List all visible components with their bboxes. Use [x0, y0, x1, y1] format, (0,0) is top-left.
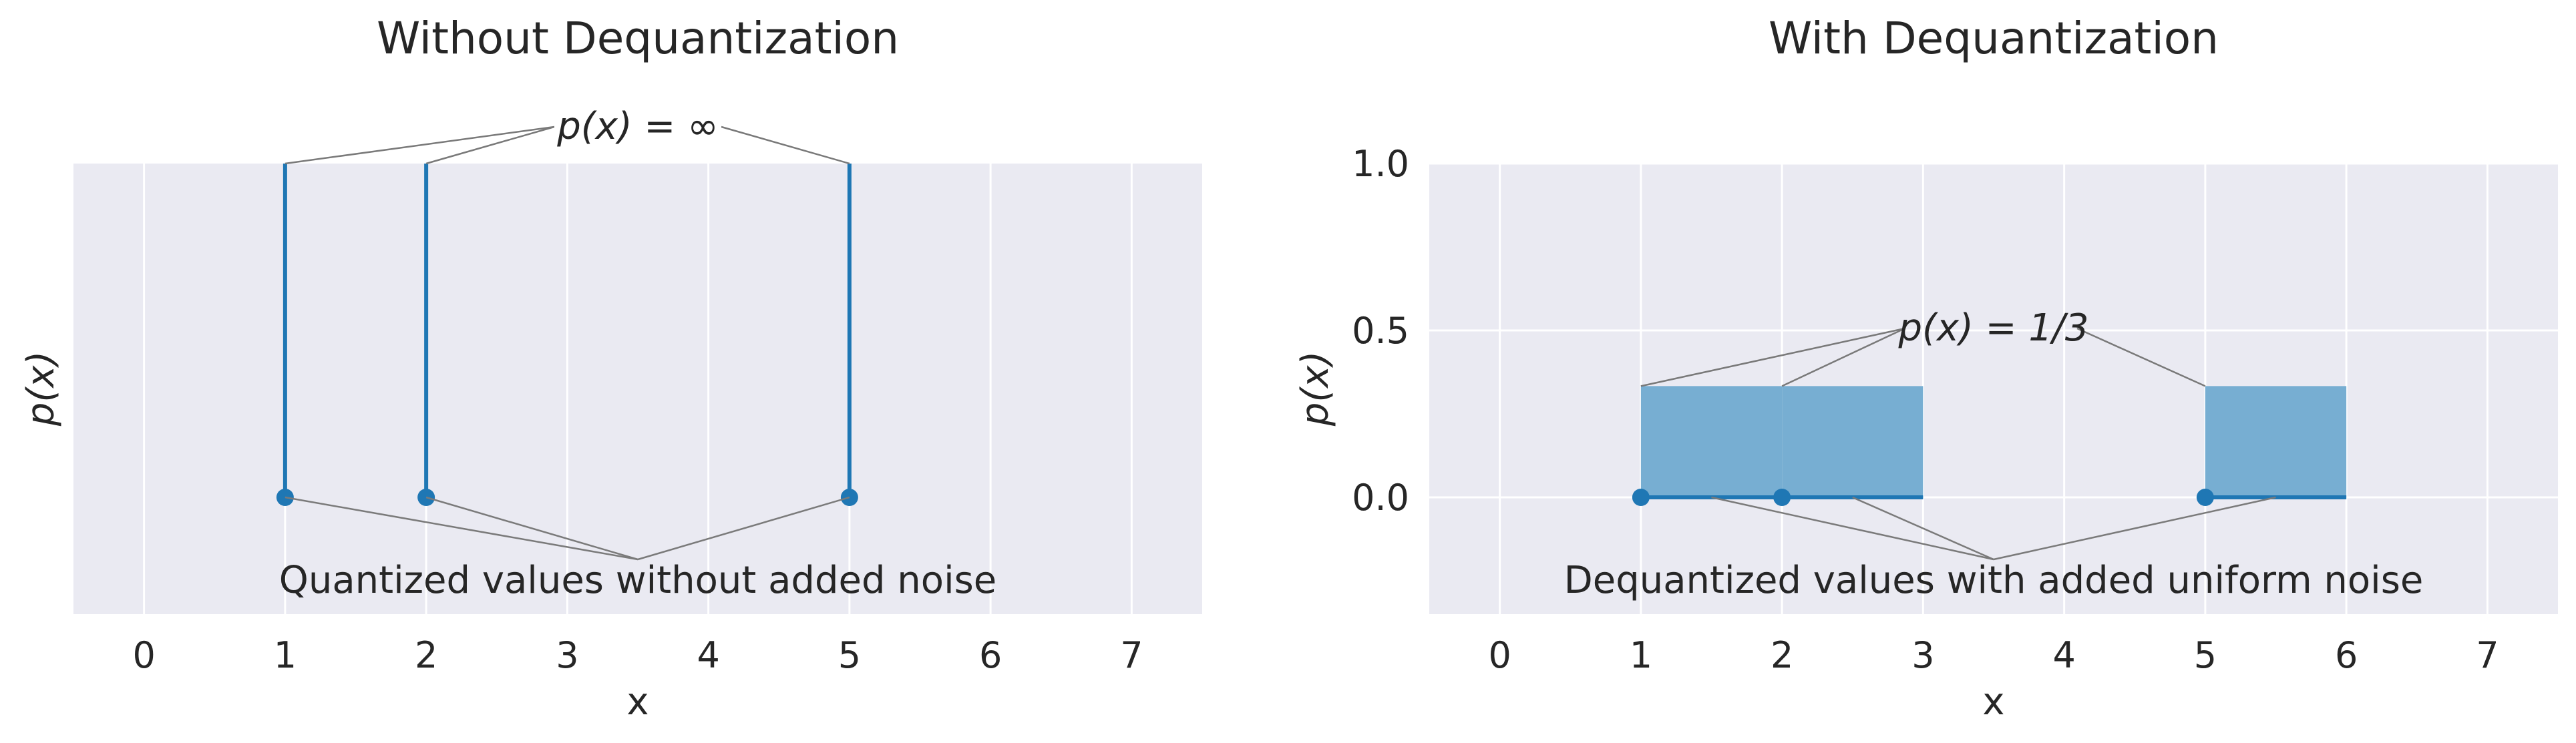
annotation-line-bottom-x2 [425, 496, 638, 561]
left-axes-background [73, 164, 1202, 614]
right-x-tick-label: 0 [1488, 634, 1511, 676]
right-y-tick-label: 1.0 [1352, 143, 1409, 185]
annotation-line-top-x2 [425, 126, 555, 165]
left-x-tick-label: 5 [838, 634, 861, 676]
density-box-5-6 [2205, 386, 2347, 497]
left-panel: Without Dequantization 0 1 2 3 4 5 6 7 x p(x) p… [19, 13, 1202, 724]
left-x-axis-label: x [626, 680, 649, 724]
right-x-tick-label: 6 [2335, 634, 2358, 676]
left-x-tick-label: 6 [979, 634, 1002, 676]
right-x-tick-label: 4 [2052, 634, 2075, 676]
annotation-line-top-x5 [2076, 327, 2206, 387]
annotation-line-bottom-x1.5 [1711, 496, 1994, 561]
left-x-tick-label: 1 [274, 634, 297, 676]
right-y-tick-labels: 0.0 0.5 1.0 [1352, 143, 1409, 519]
right-y-axis-label: p(x) [1294, 351, 1337, 427]
right-x-tick-labels: 0 1 2 3 4 5 6 7 [1488, 634, 2499, 676]
left-title: Without Dequantization [377, 13, 899, 64]
right-x-tick-label: 7 [2476, 634, 2499, 676]
left-x-tick-labels: 0 1 2 3 4 5 6 7 [132, 634, 1143, 676]
right-annotation-lines [1640, 327, 2276, 561]
data-point-x1 [1632, 489, 1650, 506]
right-x-tick-label: 5 [2194, 634, 2217, 676]
left-x-tick-label: 4 [697, 634, 719, 676]
right-x-tick-label: 2 [1771, 634, 1793, 676]
annotation-line-top-x5 [721, 126, 850, 165]
right-annotation-top: p(x) = 1/3 [1897, 306, 2088, 350]
right-x-tick-label: 3 [1911, 634, 1934, 676]
right-x-tick-label: 1 [1630, 634, 1652, 676]
right-x-axis-label: x [1982, 680, 2004, 724]
left-x-tick-label: 7 [1120, 634, 1143, 676]
right-axes-background [1429, 164, 2558, 614]
left-x-tick-label: 2 [415, 634, 437, 676]
left-annotation-top-bg [554, 99, 721, 154]
right-y-tick-label: 0.5 [1352, 310, 1409, 352]
left-x-tick-label: 0 [132, 634, 155, 676]
annotation-line-top-x1 [285, 126, 555, 165]
right-y-tick-label: 0.0 [1352, 477, 1409, 519]
annotation-line-bottom-x5 [637, 496, 850, 561]
right-title: With Dequantization [1769, 13, 2219, 64]
right-panel: With Dequantization 0 1 2 3 4 5 6 7 0.0 0.5 1.0 x… [1294, 13, 2558, 724]
left-marks [276, 164, 858, 506]
data-point-x2 [1773, 489, 1791, 506]
data-point-x5 [2196, 489, 2214, 506]
left-x-tick-label: 3 [556, 634, 578, 676]
density-box-2-3 [1782, 386, 1923, 497]
annotation-line-bottom-x5.5 [1993, 496, 2276, 561]
density-box-1-2 [1640, 386, 1783, 497]
annotation-line-top-x1 [1640, 327, 1905, 387]
left-annotation-lines [285, 126, 850, 561]
right-annotation-bottom: Dequantized values with added uniform no… [1564, 559, 2424, 602]
right-marks [1632, 386, 2347, 506]
annotation-line-top-x2 [1781, 327, 1905, 387]
left-annotation-bottom: Quantized values without added noise [279, 559, 997, 602]
left-annotation-top: p(x) = ∞ [556, 105, 719, 148]
annotation-line-bottom-x1 [285, 496, 638, 561]
annotation-line-bottom-x2.5 [1852, 496, 1994, 561]
left-y-axis-label: p(x) [19, 351, 63, 427]
